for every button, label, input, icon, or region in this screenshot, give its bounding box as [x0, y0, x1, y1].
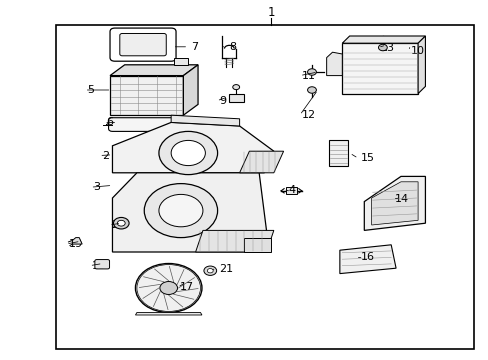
Polygon shape: [244, 238, 271, 252]
Circle shape: [144, 184, 217, 238]
Polygon shape: [173, 58, 188, 65]
FancyBboxPatch shape: [95, 260, 109, 269]
Polygon shape: [110, 65, 198, 76]
Polygon shape: [339, 245, 395, 274]
Polygon shape: [112, 173, 266, 252]
Text: 15: 15: [360, 153, 374, 163]
Text: 8: 8: [228, 42, 236, 52]
Text: 17: 17: [180, 282, 194, 292]
Text: 2: 2: [102, 150, 109, 161]
Text: 11: 11: [302, 71, 316, 81]
Text: 7: 7: [190, 42, 198, 52]
Circle shape: [117, 220, 125, 226]
Polygon shape: [239, 151, 283, 173]
FancyBboxPatch shape: [108, 118, 192, 131]
Circle shape: [207, 269, 213, 273]
Text: 20: 20: [111, 220, 125, 230]
Polygon shape: [112, 122, 273, 173]
Circle shape: [307, 87, 316, 93]
Circle shape: [159, 131, 217, 175]
Text: 13: 13: [380, 42, 394, 53]
Bar: [56, 25, 473, 349]
FancyBboxPatch shape: [120, 33, 166, 56]
Text: 21: 21: [219, 264, 233, 274]
Circle shape: [160, 282, 177, 294]
Polygon shape: [417, 36, 425, 94]
Polygon shape: [342, 43, 417, 94]
Text: 5: 5: [87, 85, 94, 95]
Text: 16: 16: [360, 252, 374, 262]
Text: 14: 14: [394, 194, 408, 204]
Circle shape: [232, 85, 239, 90]
Text: 18: 18: [92, 261, 106, 271]
Text: 12: 12: [302, 110, 316, 120]
Polygon shape: [72, 238, 82, 244]
Polygon shape: [183, 65, 198, 115]
Text: 10: 10: [410, 46, 424, 56]
Bar: [285, 187, 296, 194]
Text: 6: 6: [106, 117, 113, 127]
Polygon shape: [110, 76, 183, 115]
Circle shape: [135, 264, 202, 312]
Text: 4: 4: [288, 185, 295, 195]
FancyBboxPatch shape: [110, 28, 176, 61]
Text: 19: 19: [68, 239, 82, 249]
Circle shape: [171, 140, 205, 166]
Bar: [328, 140, 347, 166]
Circle shape: [378, 44, 386, 51]
Polygon shape: [326, 52, 342, 76]
Polygon shape: [371, 182, 417, 225]
Circle shape: [113, 217, 129, 229]
Polygon shape: [171, 115, 239, 126]
Bar: [228, 94, 243, 102]
Polygon shape: [364, 176, 425, 230]
Circle shape: [203, 266, 216, 275]
Text: 9: 9: [219, 96, 226, 106]
Text: 3: 3: [93, 182, 100, 192]
Text: 1: 1: [267, 6, 275, 19]
Circle shape: [159, 194, 203, 227]
Polygon shape: [135, 312, 202, 315]
Polygon shape: [342, 36, 425, 43]
Circle shape: [307, 69, 316, 75]
Polygon shape: [195, 230, 273, 252]
